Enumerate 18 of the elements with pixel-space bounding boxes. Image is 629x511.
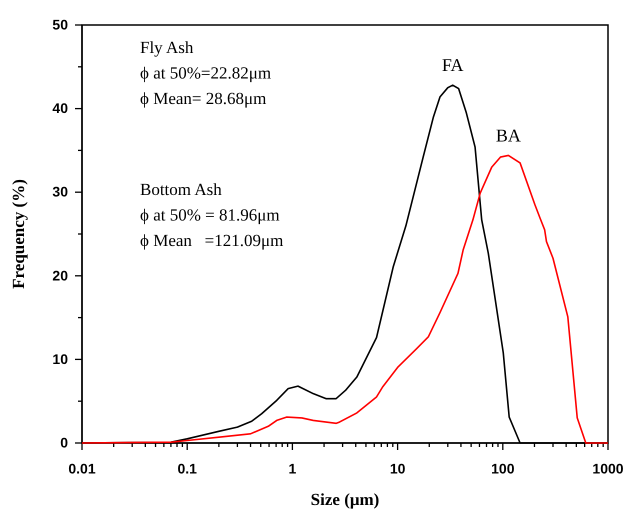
- x-tick-label: 10: [390, 460, 406, 476]
- x-tick-label: 0.1: [177, 460, 198, 476]
- x-tick-label: 100: [491, 460, 515, 476]
- series-label: BA: [496, 125, 521, 146]
- x-tick-label: 0.01: [68, 460, 96, 476]
- y-tick-label: 20: [52, 267, 68, 284]
- x-tick-label: 1000: [592, 460, 624, 476]
- annotation: Bottom Ash ϕ at 50% = 81.96μm ϕ Mean =121.09μm: [140, 180, 284, 250]
- y-axis-title: Frequency (%): [9, 179, 28, 289]
- y-tick-label: 40: [52, 100, 68, 116]
- y-tick-label: 10: [52, 350, 68, 367]
- annotation: Fly Ash ϕ at 50%=22.82μm ϕ Mean= 28.68μm: [140, 38, 272, 108]
- x-axis-title: Size (μm): [310, 490, 380, 509]
- y-tick-label: 50: [52, 16, 68, 32]
- x-tick-label: 1: [288, 460, 296, 476]
- y-tick-label: 0: [60, 434, 68, 450]
- series-label: FA: [442, 55, 464, 76]
- y-tick-label: 30: [52, 184, 68, 200]
